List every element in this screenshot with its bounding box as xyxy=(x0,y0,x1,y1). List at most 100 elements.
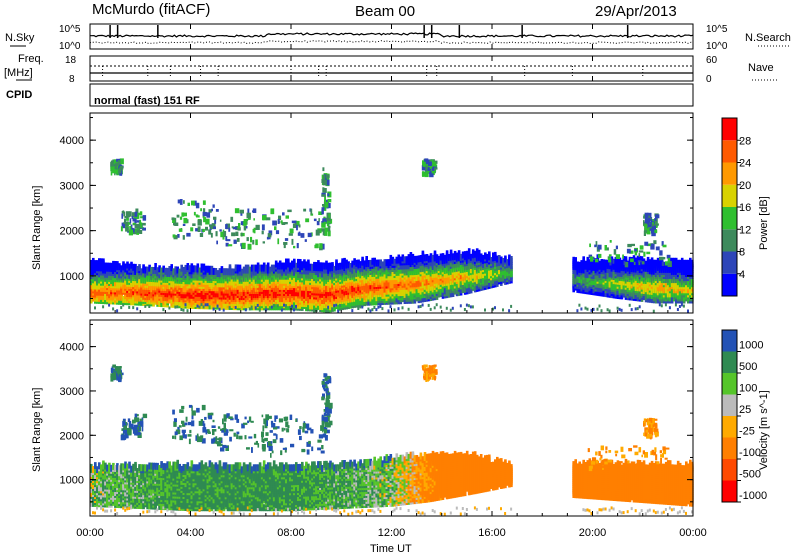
heatmap-cell xyxy=(203,306,205,309)
heatmap-cell xyxy=(259,309,261,312)
heatmap-cell xyxy=(631,308,633,311)
nave-right-tick-bottom: 0 xyxy=(706,74,712,85)
heatmap-cell xyxy=(677,308,679,311)
heatmap-cell xyxy=(510,256,513,263)
heatmap-cell xyxy=(180,308,182,311)
heatmap-cell xyxy=(576,309,578,312)
heatmap-cell xyxy=(436,303,438,306)
heatmap-cell xyxy=(291,305,293,308)
heatmap-cell xyxy=(510,305,512,308)
heatmap-cell xyxy=(337,310,339,313)
heatmap-cell xyxy=(327,306,329,309)
date-title: 29/Apr/2013 xyxy=(595,3,677,20)
heatmap-cell xyxy=(293,308,295,311)
heatmap-cell xyxy=(587,308,589,311)
heatmap-cell xyxy=(219,308,221,311)
heatmap-cell xyxy=(183,309,185,312)
heatmap-cell xyxy=(599,305,601,308)
heatmap-cell xyxy=(422,304,424,307)
heatmap-cell xyxy=(283,304,285,307)
heatmap-cell xyxy=(398,307,400,310)
heatmap-cell xyxy=(162,308,164,311)
heatmap-cell xyxy=(375,308,377,311)
heatmap-cell xyxy=(205,303,207,306)
heatmap-cell xyxy=(339,304,341,307)
heatmap-cell xyxy=(665,303,667,306)
heatmap-cell xyxy=(132,306,134,309)
heatmap-cell xyxy=(369,309,371,312)
heatmap-cell xyxy=(430,308,432,311)
heatmap-cell xyxy=(277,304,279,307)
freq-unit-label: [MHz] xyxy=(4,67,33,79)
heatmap-cell xyxy=(379,305,381,308)
heatmap-cell xyxy=(281,309,283,312)
heatmap-cell xyxy=(112,307,114,310)
heatmap-cell xyxy=(295,305,297,308)
heatmap-cell xyxy=(681,303,683,306)
heatmap-cell xyxy=(408,308,410,311)
heatmap-cell xyxy=(245,308,247,311)
heatmap-cell xyxy=(390,305,392,308)
noise-search-label: N.Search xyxy=(745,32,791,44)
heatmap-cell xyxy=(418,305,420,308)
freq-left-tick-top: 18 xyxy=(65,55,77,66)
heatmap-cell xyxy=(285,304,287,307)
heatmap-cell xyxy=(607,308,609,311)
heatmap-cell xyxy=(94,306,96,309)
heatmap-cell xyxy=(235,306,237,309)
heatmap-cell xyxy=(420,305,422,308)
heatmap-cell xyxy=(367,308,369,311)
freq-label: Freq. xyxy=(18,53,44,65)
heatmap-cell xyxy=(335,304,337,307)
heatmap-cell xyxy=(597,308,599,311)
heatmap-cell xyxy=(402,306,404,309)
heatmap-cell xyxy=(185,303,187,306)
heatmap-cell xyxy=(249,307,251,310)
heatmap-cell xyxy=(199,306,201,309)
heatmap-cell xyxy=(508,309,510,312)
heatmap-cell xyxy=(213,308,215,311)
heatmap-cell xyxy=(116,309,118,312)
heatmap-cell xyxy=(446,307,448,310)
heatmap-cell xyxy=(373,306,375,309)
heatmap-cell xyxy=(653,310,655,313)
heatmap-cell xyxy=(251,306,253,309)
noise-left-tick-bottom: 10^0 xyxy=(59,41,81,52)
heatmap-cell xyxy=(470,305,472,308)
noise-right-tick-top: 10^5 xyxy=(706,24,728,35)
heatmap-cell xyxy=(207,303,209,306)
heatmap-cell xyxy=(619,308,621,311)
noise-sky-label: N.Sky xyxy=(5,32,35,44)
freq-left-tick-bottom: 8 xyxy=(69,74,75,85)
heatmap-cell xyxy=(669,306,671,309)
heatmap-cell xyxy=(464,308,466,311)
heatmap-cell xyxy=(440,306,442,309)
heatmap-cell xyxy=(371,308,373,311)
heatmap-cell xyxy=(679,305,681,308)
heatmap-cell xyxy=(313,309,315,312)
heatmap-cell xyxy=(271,306,273,309)
heatmap-cell xyxy=(325,310,327,313)
heatmap-cell xyxy=(174,306,176,309)
heatmap-cell xyxy=(659,303,661,306)
heatmap-cell xyxy=(197,305,199,308)
heatmap-cell xyxy=(257,304,259,307)
heatmap-cell xyxy=(661,304,663,307)
heatmap-cell xyxy=(460,304,462,307)
heatmap-cell xyxy=(452,307,454,310)
heatmap-cell xyxy=(639,305,641,308)
heatmap-cell xyxy=(351,309,353,312)
heatmap-cell xyxy=(136,307,138,310)
heatmap-cell xyxy=(450,309,452,312)
heatmap-cell xyxy=(472,305,474,308)
heatmap-cell xyxy=(394,308,396,311)
heatmap-cell xyxy=(102,305,104,308)
heatmap-cell xyxy=(617,307,619,310)
heatmap-cell xyxy=(144,305,146,308)
heatmap-cell xyxy=(434,306,436,309)
heatmap-cell xyxy=(635,307,637,310)
heatmap-cell xyxy=(388,309,390,312)
heatmap-cell xyxy=(578,304,580,307)
